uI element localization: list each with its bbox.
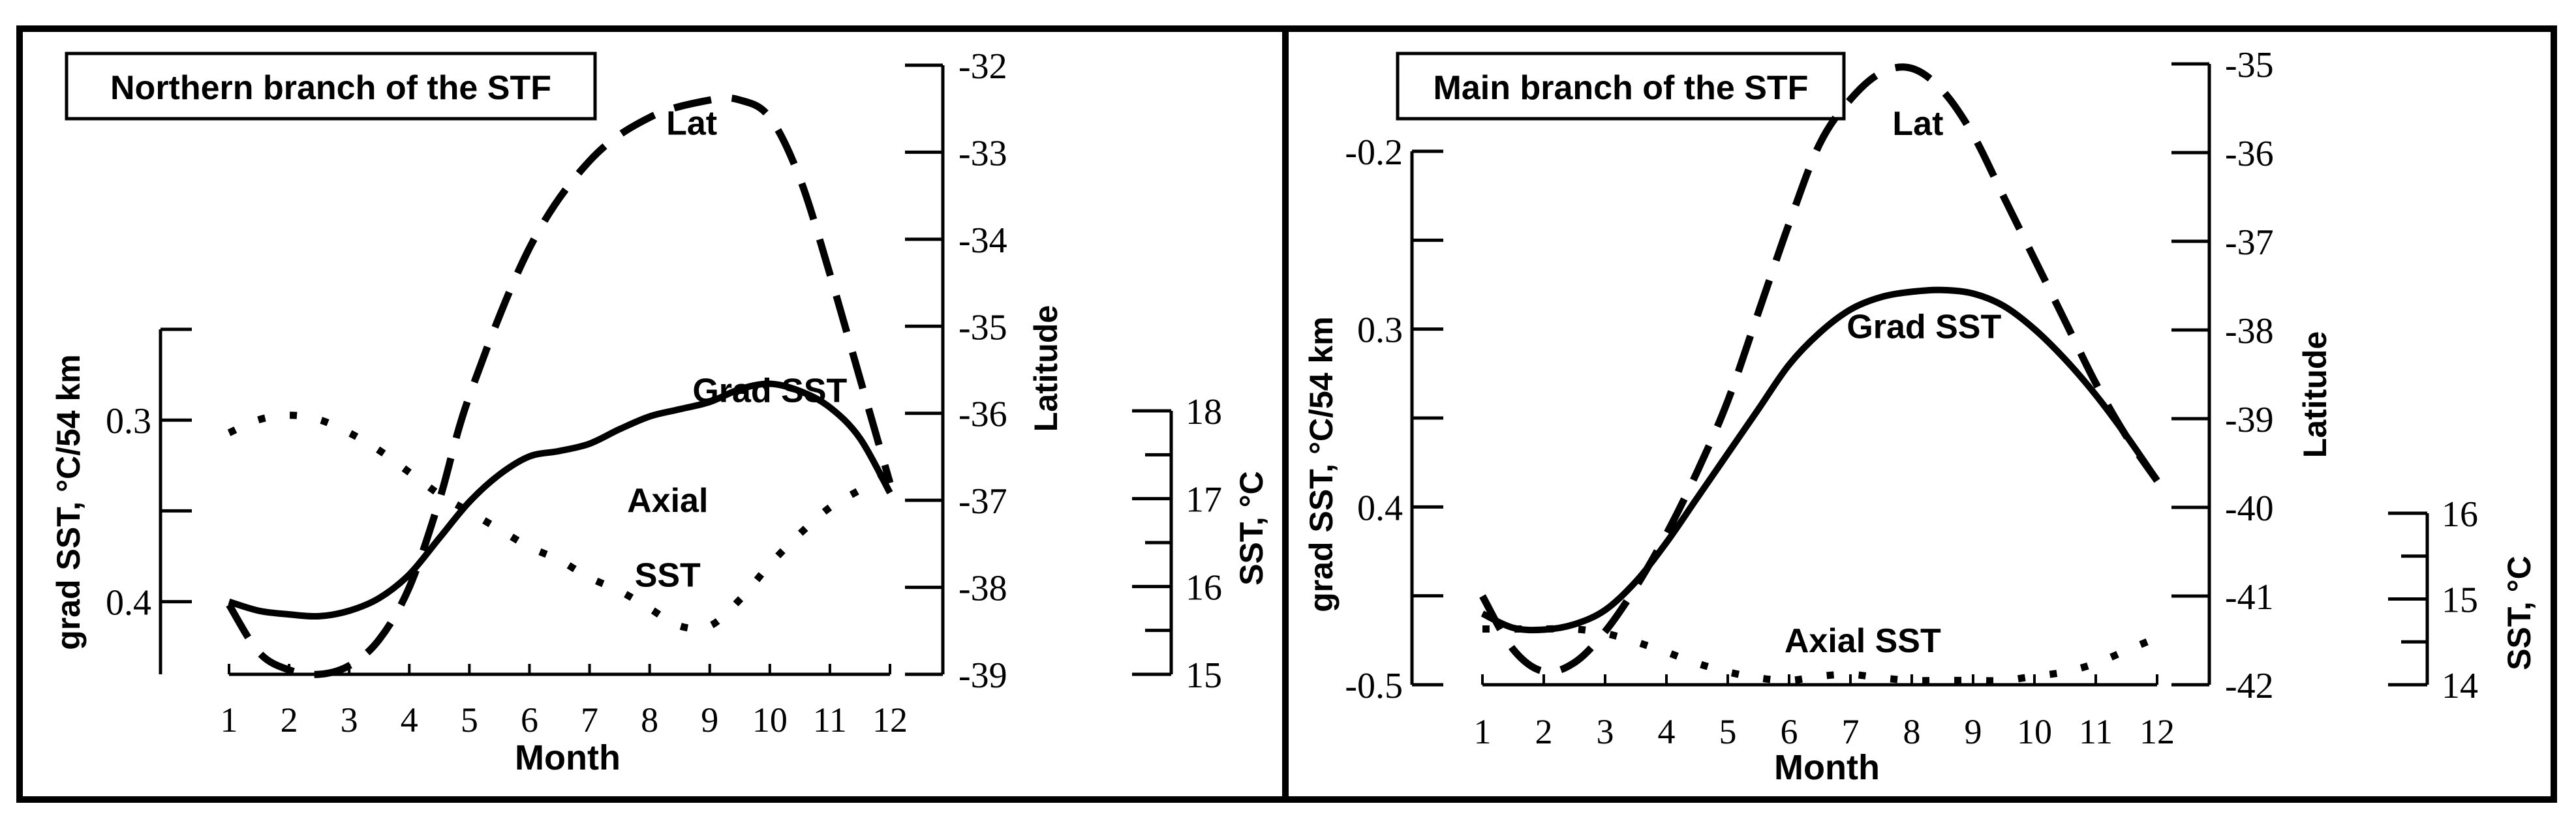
x-tick-label-main: 10 <box>2017 712 2052 751</box>
x-tick-label-northern: 7 <box>581 700 598 740</box>
lat-tick-label-northern: -34 <box>958 220 1007 261</box>
sst-tick-label-northern: 17 <box>1186 480 1222 520</box>
lat-tick-label-main: -37 <box>2225 222 2274 263</box>
x-tick-label-northern: 8 <box>641 700 658 740</box>
lat-tick-label-main: -36 <box>2225 134 2274 174</box>
grad-tick-label-main: 0.3 <box>1357 310 1403 351</box>
series-line-grad-sst-northern <box>228 380 893 620</box>
x-tick-label-northern: 6 <box>521 700 538 740</box>
lat-tick-label-main: -40 <box>2225 488 2274 529</box>
x-tick-label-main: 9 <box>1965 712 1982 751</box>
lat-tick-label-main: -42 <box>2225 666 2274 706</box>
lat-tick-label-northern: -38 <box>958 569 1007 609</box>
annotations-main: Lat Grad SST Axial SST <box>1785 105 2002 660</box>
x-tick-label-main: 12 <box>2139 712 2175 751</box>
series-line-lat-northern <box>226 94 894 678</box>
annotation-label-northern: SST <box>635 556 701 594</box>
annotation-label-northern: Grad SST <box>692 372 847 410</box>
x-tick-label-northern: 5 <box>461 700 478 740</box>
series-line-grad-sst-main <box>1480 286 2160 634</box>
x-axis-main: 1 2 3 4 5 6 7 8 9 10 11 12 Month <box>1474 674 2175 787</box>
annotation-label-northern: Axial <box>627 482 708 520</box>
x-tick-label-main: 8 <box>1903 712 1921 751</box>
sst-tick-label-northern: 15 <box>1186 655 1222 696</box>
grad-axis-label-northern: grad SST, °C/54 km <box>50 354 87 650</box>
sst-tick-label-main: 15 <box>2442 580 2478 621</box>
x-tick-label-main: 7 <box>1842 712 1860 751</box>
x-tick-label-main: 6 <box>1781 712 1798 751</box>
x-tick-label-northern: 3 <box>341 700 358 740</box>
x-tick-label-northern: 2 <box>281 700 298 740</box>
chart-title-northern: Northern branch of the STF <box>110 69 551 107</box>
sst-tick-label-main: 16 <box>2442 494 2478 535</box>
sst-axis-northern: 18 17 16 15 SST, °C <box>1132 392 1270 696</box>
title-box-main <box>1396 52 1846 121</box>
annotation-label-main: Grad SST <box>1847 308 2001 346</box>
x-tick-label-northern: 11 <box>813 700 847 740</box>
x-tick-label-main: 4 <box>1658 712 1676 751</box>
grad-tick-label-main: -0.5 <box>1345 666 1403 706</box>
sst-axis-label-northern: SST, °C <box>1233 471 1270 586</box>
panel-frame-main <box>1282 25 2557 803</box>
x-tick-label-main: 3 <box>1597 712 1614 751</box>
title-box-northern <box>65 52 597 121</box>
annotation-label-main: Axial SST <box>1785 622 1941 660</box>
latitude-axis-label-main: Latitude <box>2297 331 2333 458</box>
x-tick-label-main: 5 <box>1719 712 1737 751</box>
series-group-northern <box>226 94 894 678</box>
grad-tick-label-northern: 0.3 <box>106 401 151 441</box>
x-tick-label-northern: 1 <box>221 700 238 740</box>
x-tick-label-main: 11 <box>2079 712 2113 751</box>
grad-tick-label-main: -0.2 <box>1345 132 1403 173</box>
x-tick-label-northern: 4 <box>401 700 418 740</box>
lat-tick-label-northern: -39 <box>958 655 1007 696</box>
sst-axis-main: 16 15 14 SST, °C <box>2388 494 2538 706</box>
lat-tick-label-main: -41 <box>2225 577 2274 618</box>
x-tick-label-main: 2 <box>1535 712 1553 751</box>
grad-axis-main: -0.2 0.3 0.4 -0.5 grad SST, °C/54 km <box>1303 132 1443 706</box>
lat-tick-label-northern: -32 <box>958 46 1007 87</box>
sst-tick-label-northern: 16 <box>1186 567 1222 608</box>
series-line-lat-main <box>1479 63 2160 676</box>
lat-tick-label-main: -35 <box>2225 45 2274 85</box>
series-group-main <box>1479 63 2160 685</box>
grad-tick-label-northern: 0.4 <box>106 583 151 623</box>
sst-tick-label-northern: 18 <box>1186 392 1222 432</box>
x-axis-label-main: Month <box>1774 748 1880 787</box>
latitude-axis-main: -35 -36 -37 -38 -39 -40 -41 -42 Latitude <box>2171 45 2333 706</box>
sst-axis-label-main: SST, °C <box>2501 556 2538 670</box>
annotation-label-main: Lat <box>1892 105 1943 143</box>
lat-tick-label-northern: -36 <box>958 395 1007 435</box>
lat-tick-label-northern: -37 <box>958 481 1007 522</box>
lat-tick-label-northern: -33 <box>958 133 1007 173</box>
x-tick-label-northern: 12 <box>872 700 908 740</box>
x-tick-label-main: 1 <box>1474 712 1492 751</box>
lat-tick-label-main: -39 <box>2225 400 2274 440</box>
latitude-axis-northern: -32 -33 -34 -35 -36 -37 -38 -39 Latitude <box>905 46 1064 696</box>
annotation-label-northern: Lat <box>666 105 717 143</box>
lat-tick-label-northern: -35 <box>958 307 1007 348</box>
latitude-axis-label-northern: Latitude <box>1028 305 1064 432</box>
annotations-northern: Lat Grad SST Axial SST <box>627 105 847 595</box>
x-tick-label-northern: 9 <box>701 700 718 740</box>
x-axis-label-northern: Month <box>515 738 621 777</box>
lat-tick-label-main: -38 <box>2225 311 2274 352</box>
grad-axis-northern: 0.3 0.4 grad SST, °C/54 km <box>50 327 192 674</box>
chart-title-main: Main branch of the STF <box>1434 69 1809 107</box>
series-line-axial-sst-northern <box>227 412 892 633</box>
sst-tick-label-main: 14 <box>2442 666 2478 706</box>
grad-tick-label-main: 0.4 <box>1357 488 1403 528</box>
x-axis-northern: 1 2 3 4 5 6 7 8 9 10 11 12 Month <box>221 664 908 777</box>
grad-axis-label-main: grad SST, °C/54 km <box>1303 316 1340 612</box>
x-tick-label-northern: 10 <box>752 700 788 740</box>
